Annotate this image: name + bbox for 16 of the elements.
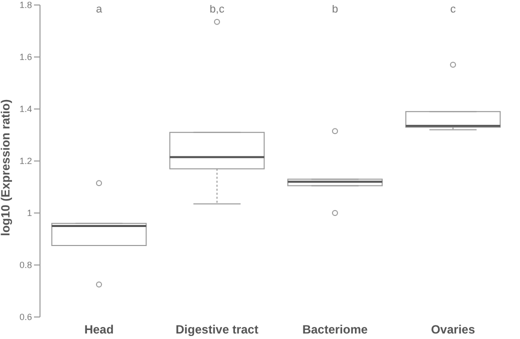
annotation: b,c <box>210 4 225 16</box>
y-axis-title: log10 (Expression ratio) <box>0 99 12 236</box>
x-tick-label: Bacteriome <box>302 322 368 337</box>
x-tick-label: Digestive tract <box>176 322 258 337</box>
y-tick-label: 1 <box>26 208 32 218</box>
x-tick-label: Ovaries <box>430 322 476 337</box>
annotation: b <box>332 4 338 16</box>
y-tick-label: 1.4 <box>19 104 32 114</box>
y-tick-label: 0.6 <box>19 312 32 322</box>
annotation: a <box>96 4 103 16</box>
y-tick-label: 1.8 <box>19 0 32 10</box>
y-tick-label: 0.8 <box>19 260 32 270</box>
annotation: c <box>450 4 456 16</box>
y-tick-label: 1.2 <box>19 156 32 166</box>
x-tick-label: Head <box>84 322 114 337</box>
y-tick-label: 1.6 <box>19 52 32 62</box>
